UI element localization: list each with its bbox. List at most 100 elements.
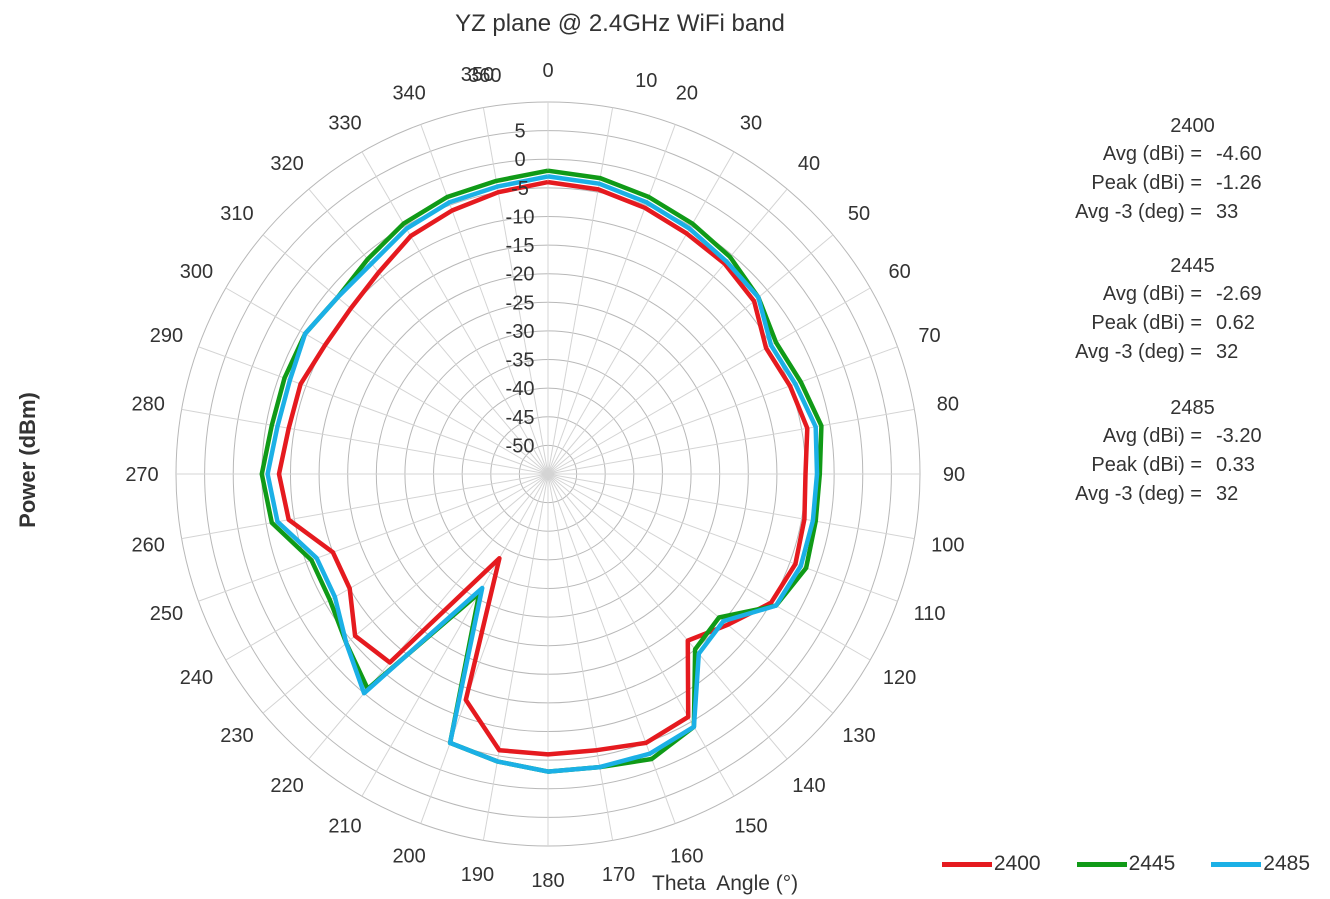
angle-tick-label: 200 xyxy=(392,846,425,868)
angle-tick-label: 250 xyxy=(150,603,183,625)
annotation-value: 32 xyxy=(1216,483,1239,505)
annotation-2485: 2485 Avg (dBi) = -3.20 Peak (dBi) = 0.33 A… xyxy=(1010,397,1280,509)
grid-spoke xyxy=(198,346,549,475)
annotation-label: Peak (dBi) = xyxy=(1091,172,1202,194)
radial-tick-label: 5 xyxy=(514,121,525,143)
angle-tick-label: 150 xyxy=(734,816,767,838)
legend-item: 2400 xyxy=(941,852,1041,876)
grid-spoke xyxy=(361,151,549,475)
grid-spoke xyxy=(198,473,549,602)
annotation-2445: 2445 Avg (dBi) = -2.69 Peak (dBi) = 0.62 A… xyxy=(1010,255,1280,367)
angle-tick-label: 120 xyxy=(883,667,916,689)
legend-label: 2400 xyxy=(993,852,1041,875)
grid-spoke xyxy=(547,346,898,475)
annotation-row: Peak (dBi) = 0.62 xyxy=(1010,309,1280,338)
angle-tick-label: 290 xyxy=(150,325,183,347)
angle-tick-label: 360 xyxy=(468,65,501,87)
grid-spoke xyxy=(547,473,898,602)
radial-tick-label: -35 xyxy=(506,350,535,372)
series-line-2485 xyxy=(265,174,820,774)
angle-tick-label: 80 xyxy=(937,393,959,415)
grid-spoke xyxy=(308,473,549,760)
angle-tick-label: 0 xyxy=(542,60,553,82)
grid-spoke xyxy=(420,124,549,475)
legend-label: 2445 xyxy=(1128,852,1176,875)
legend-item: 2485 xyxy=(1211,852,1310,876)
grid-spoke xyxy=(547,408,915,475)
y-axis-label: Power (dBm) xyxy=(15,392,40,528)
grid-spoke xyxy=(262,473,549,714)
grid-spoke xyxy=(482,473,549,841)
angle-tick-label: 90 xyxy=(943,464,965,486)
annotation-value: -2.69 xyxy=(1216,283,1262,305)
radial-tick-label: -20 xyxy=(506,264,535,286)
angle-tick-label: 240 xyxy=(180,667,213,689)
angle-tick-label: 230 xyxy=(220,725,253,747)
annotation-label: Avg -3 (deg) = xyxy=(1075,201,1202,223)
radial-tick-label: -50 xyxy=(506,435,535,457)
annotation-header: 2445 xyxy=(1170,255,1215,277)
grid-spoke xyxy=(225,473,549,661)
grid-spoke xyxy=(547,473,788,760)
legend-swatch xyxy=(941,861,992,867)
annotation-row: Avg (dBi) = -2.69 xyxy=(1010,280,1280,309)
angle-tick-label: 270 xyxy=(125,464,158,486)
annotation-label: Avg (dBi) = xyxy=(1102,143,1202,165)
annotation-row: Peak (dBi) = 0.33 xyxy=(1010,451,1280,480)
annotation-value: -3.20 xyxy=(1216,425,1262,447)
grid-spoke xyxy=(547,107,614,475)
radial-tick-label: -25 xyxy=(506,292,535,314)
angle-tick-label: 260 xyxy=(131,535,164,557)
annotation-value: -1.26 xyxy=(1216,172,1262,194)
angle-tick-labels: 0 102030405060708090100110120130140150160… xyxy=(125,60,965,892)
grid-spoke xyxy=(547,473,614,841)
angle-tick-label: 130 xyxy=(842,725,875,747)
grid-spoke xyxy=(547,473,834,714)
angle-tick-label: 40 xyxy=(798,153,820,175)
annotation-value: 0.33 xyxy=(1216,454,1255,476)
x-axis-label: Theta Angle (°) xyxy=(652,872,799,895)
legend-label: 2485 xyxy=(1263,852,1310,875)
annotation-header: 2485 xyxy=(1170,397,1215,419)
radial-tick-label: -45 xyxy=(506,407,535,429)
radial-tick-label: -40 xyxy=(506,378,535,400)
grid-spoke xyxy=(547,188,788,475)
radial-tick-label: 0 xyxy=(514,149,525,171)
angle-tick-label: 100 xyxy=(931,535,964,557)
angle-tick-label: 70 xyxy=(918,325,940,347)
grid-spoke xyxy=(547,234,834,475)
annotation-label: Avg -3 (deg) = xyxy=(1075,483,1202,505)
angle-tick-label: 330 xyxy=(328,112,361,134)
angle-tick-label: 20 xyxy=(676,82,698,104)
angle-tick-label: 320 xyxy=(270,153,303,175)
grid-spoke xyxy=(547,473,871,661)
angle-tick-label: 30 xyxy=(740,112,762,134)
annotation-value: 32 xyxy=(1216,341,1239,363)
angle-tick-label: 110 xyxy=(914,603,946,625)
angle-tick-label: 170 xyxy=(602,864,635,886)
annotation-value: -4.60 xyxy=(1216,143,1262,165)
annotation-row: Avg (dBi) = -4.60 xyxy=(1010,140,1280,169)
radial-tick-label: -5 xyxy=(511,178,529,200)
grid-spoke xyxy=(225,287,549,475)
annotation-label: Avg (dBi) = xyxy=(1102,425,1202,447)
annotation-value: 0.62 xyxy=(1216,312,1255,334)
annotation-2400: 2400 Avg (dBi) = -4.60 Peak (dBi) = -1.26 … xyxy=(1010,115,1280,227)
grid-spoke xyxy=(262,234,549,475)
annotation-value: 33 xyxy=(1216,201,1239,223)
grid-spoke xyxy=(181,473,549,540)
grid-spoke xyxy=(547,473,676,824)
angle-tick-label: 160 xyxy=(670,846,703,868)
angle-tick-label: 50 xyxy=(848,203,870,225)
annotation-row: Avg (dBi) = -3.20 xyxy=(1010,422,1280,451)
angle-tick-label: 180 xyxy=(531,870,564,892)
annotation-row: Avg -3 (deg) = 33 xyxy=(1010,198,1280,227)
annotation-label: Avg -3 (deg) = xyxy=(1075,341,1202,363)
angle-tick-label: 340 xyxy=(392,82,425,104)
angle-tick-label: 220 xyxy=(270,775,303,797)
angle-tick-label: 210 xyxy=(328,816,361,838)
series-line-2400 xyxy=(276,179,810,757)
radial-tick-label: -15 xyxy=(506,235,535,257)
grid-spoke xyxy=(420,473,549,824)
